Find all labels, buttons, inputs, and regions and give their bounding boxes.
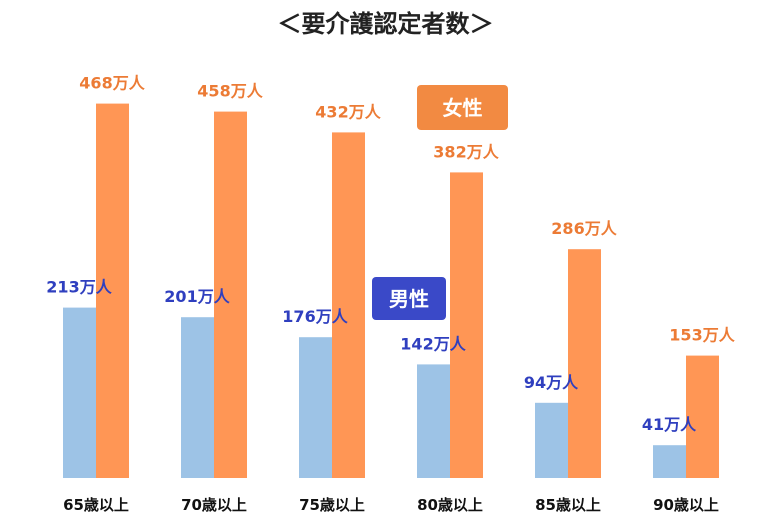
bar-female-4 [450,172,483,478]
value-label-male-2: 201万人 [164,287,230,306]
ticks-layer: 65歳以上 70歳以上 75歳以上 80歳以上 85歳以上 90歳以上 [63,496,719,514]
x-tick-label-6: 90歳以上 [653,496,719,514]
bar-male-1 [63,307,96,478]
value-label-female-1: 468万人 [79,74,145,93]
value-label-male-4: 142万人 [400,334,466,353]
bar-female-5 [568,249,601,478]
bar-male-4 [417,364,450,478]
bar-female-2 [214,111,247,478]
value-label-female-6: 153万人 [669,326,735,345]
legend-male: 男性 [372,277,446,320]
legend-female-text: 女性 [443,96,483,120]
bars-layer [63,103,719,478]
x-tick-label-5: 85歳以上 [535,496,601,514]
chart-title: ＜要介護認定者数＞ [278,10,494,38]
labels-layer: 213万人 468万人 201万人 458万人 176万人 432万人 142万人 382万人… [46,74,735,435]
bar-male-5 [535,402,568,478]
x-tick-label-1: 65歳以上 [63,496,129,514]
legend-female: 女性 [417,85,508,130]
value-label-male-3: 176万人 [282,307,348,326]
bar-female-3 [332,132,365,478]
legend-female-box [417,85,508,130]
value-label-female-2: 458万人 [197,82,263,101]
legend-male-box [372,277,446,320]
x-tick-label-3: 75歳以上 [299,496,365,514]
bar-male-2 [181,317,214,478]
value-label-female-4: 382万人 [433,142,499,161]
value-label-female-3: 432万人 [315,102,381,121]
bar-male-3 [299,337,332,478]
bar-male-6 [653,445,686,478]
bar-female-6 [686,355,719,478]
value-label-male-1: 213万人 [46,278,112,297]
value-label-male-5: 94万人 [524,373,579,392]
x-tick-label-2: 70歳以上 [181,496,247,514]
value-label-male-6: 41万人 [642,415,697,434]
bar-female-1 [96,103,129,478]
legend-male-text: 男性 [389,287,429,311]
value-label-female-5: 286万人 [551,219,617,238]
x-tick-label-4: 80歳以上 [417,496,483,514]
